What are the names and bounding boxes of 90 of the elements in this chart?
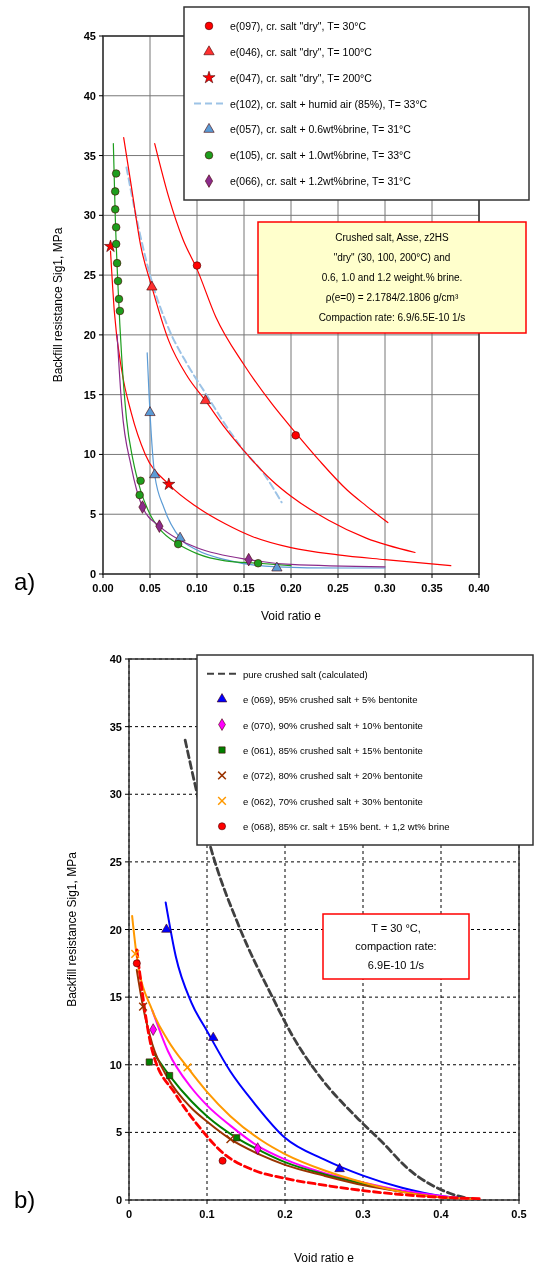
legend-label: e (072), 80% crushed salt + 20% bentonite bbox=[243, 770, 423, 782]
legend-label: e(057), cr. salt + 0.6wt%brine, T= 31°C bbox=[230, 123, 412, 136]
point bbox=[192, 261, 202, 270]
y-tick-label: 15 bbox=[109, 991, 122, 1004]
point bbox=[144, 406, 156, 416]
point bbox=[112, 259, 122, 268]
point bbox=[112, 239, 121, 249]
point bbox=[114, 294, 124, 304]
legend-label: e (068), 85% cr. salt + 15% bent. + 1,2 wt% brine bbox=[243, 821, 450, 833]
point bbox=[130, 949, 140, 959]
x-tick-label: 0.00 bbox=[92, 582, 114, 594]
y-tick-label: 10 bbox=[83, 448, 96, 461]
text: b) bbox=[14, 1186, 36, 1213]
point bbox=[182, 1062, 193, 1073]
y-tick-label: 10 bbox=[109, 1058, 122, 1071]
y-axis-title: Backfill resistance Sig1, MPa bbox=[65, 851, 79, 1007]
y-tick-label: 40 bbox=[109, 653, 122, 665]
annotation: T = 30 °C, compaction rate: 6.9E-10 1/s bbox=[355, 922, 437, 971]
point bbox=[271, 561, 283, 572]
point bbox=[135, 490, 144, 500]
x-axis-title: Void ratio e bbox=[260, 609, 322, 623]
point bbox=[208, 1031, 219, 1041]
y-tick-label: 0 bbox=[89, 568, 96, 580]
point bbox=[146, 280, 158, 291]
y-tick-label: 15 bbox=[83, 388, 96, 401]
point bbox=[113, 276, 123, 286]
x-tick-label: 0.4 bbox=[433, 1208, 450, 1220]
legend-label: e (069), 95% crushed salt + 5% bentonite bbox=[243, 694, 418, 706]
x-tick-label: 0.20 bbox=[280, 582, 302, 594]
legend-label: e(047), cr. salt "dry", T= 200°C bbox=[230, 71, 373, 84]
x-tick-label: 0.35 bbox=[421, 582, 443, 594]
legend-label: e (062), 70% crushed salt + 30% bentonite bbox=[243, 795, 423, 807]
y-tick-label: 45 bbox=[83, 30, 96, 42]
y-tick-label: 30 bbox=[83, 209, 96, 222]
x-tick-label: 0.05 bbox=[139, 582, 161, 594]
y-tick-label: 20 bbox=[83, 328, 96, 341]
point bbox=[132, 959, 141, 968]
point bbox=[233, 1134, 241, 1142]
point bbox=[174, 539, 183, 549]
legend-label: e (070), 90% crushed salt + 10% bentonite bbox=[243, 719, 423, 731]
point bbox=[200, 394, 211, 404]
point bbox=[136, 476, 145, 485]
y-tick-label: 5 bbox=[89, 508, 96, 521]
point bbox=[334, 1163, 345, 1172]
annotation: Crushed salt, Asse, z2HS "dry" (30, 100, 200°C) and 0.6, 1.0 and 1.2 weight.% brine. ρ(e=0) = 2.1784/2.1806 g/cm³ Compaction rate: 6.9/6.5E-10 1/s bbox=[318, 231, 466, 324]
legend-label: e(066), cr. salt + 1.2wt%brine, T= 31°C bbox=[230, 175, 412, 188]
legend-label: pure crushed salt (calculated) bbox=[243, 668, 368, 680]
point bbox=[115, 306, 125, 316]
text: a) bbox=[14, 568, 36, 595]
y-tick-label: 20 bbox=[109, 923, 122, 936]
x-tick-label: 0.30 bbox=[374, 582, 396, 594]
y-tick-label: 40 bbox=[83, 89, 96, 102]
line-series bbox=[116, 334, 386, 568]
point bbox=[111, 187, 120, 196]
legend-label: e(102), cr. salt + humid air (85%), T= 33°C bbox=[230, 97, 428, 110]
legend-label: e (061), 85% crushed salt + 15% bentonite bbox=[243, 745, 423, 756]
x-tick-label: 0.5 bbox=[511, 1208, 527, 1220]
y-tick-label: 35 bbox=[109, 720, 122, 733]
x-tick-label: 0.1 bbox=[199, 1208, 215, 1220]
legend-label: e(105), cr. salt + 1.0wt%brine, T= 33°C bbox=[230, 149, 412, 162]
y-tick-label: 25 bbox=[83, 269, 96, 282]
y-tick-label: 30 bbox=[109, 788, 122, 801]
x-tick-label: 0 bbox=[125, 1208, 133, 1220]
point bbox=[111, 205, 120, 214]
point bbox=[253, 559, 263, 568]
x-tick-label: 0.3 bbox=[355, 1208, 371, 1220]
point bbox=[166, 1072, 174, 1080]
point bbox=[112, 223, 121, 232]
legend-label: e(046), cr. salt "dry", T= 100°C bbox=[230, 45, 373, 58]
y-tick-label: 25 bbox=[109, 855, 122, 868]
x-tick-label: 0.10 bbox=[186, 582, 208, 594]
y-tick-label: 0 bbox=[115, 1194, 122, 1206]
point bbox=[138, 1002, 148, 1012]
point bbox=[149, 468, 161, 479]
x-tick-label: 0.40 bbox=[468, 582, 490, 594]
y-tick-label: 5 bbox=[115, 1126, 122, 1139]
x-tick-label: 0.2 bbox=[277, 1208, 293, 1220]
legend-label: e(097), cr. salt "dry", T= 30°C bbox=[230, 19, 367, 32]
point bbox=[162, 477, 176, 490]
x-tick-label: 0.25 bbox=[327, 582, 349, 594]
y-axis-title: Backfill resistance Sig1, MPa bbox=[51, 227, 65, 383]
point bbox=[145, 1058, 153, 1066]
x-axis-title: Void ratio e bbox=[293, 1251, 355, 1265]
point bbox=[161, 923, 172, 933]
point bbox=[225, 1134, 235, 1144]
point bbox=[112, 169, 121, 178]
point bbox=[291, 431, 300, 440]
y-tick-label: 35 bbox=[83, 149, 96, 162]
x-tick-label: 0.15 bbox=[233, 582, 255, 594]
point bbox=[218, 1156, 227, 1165]
